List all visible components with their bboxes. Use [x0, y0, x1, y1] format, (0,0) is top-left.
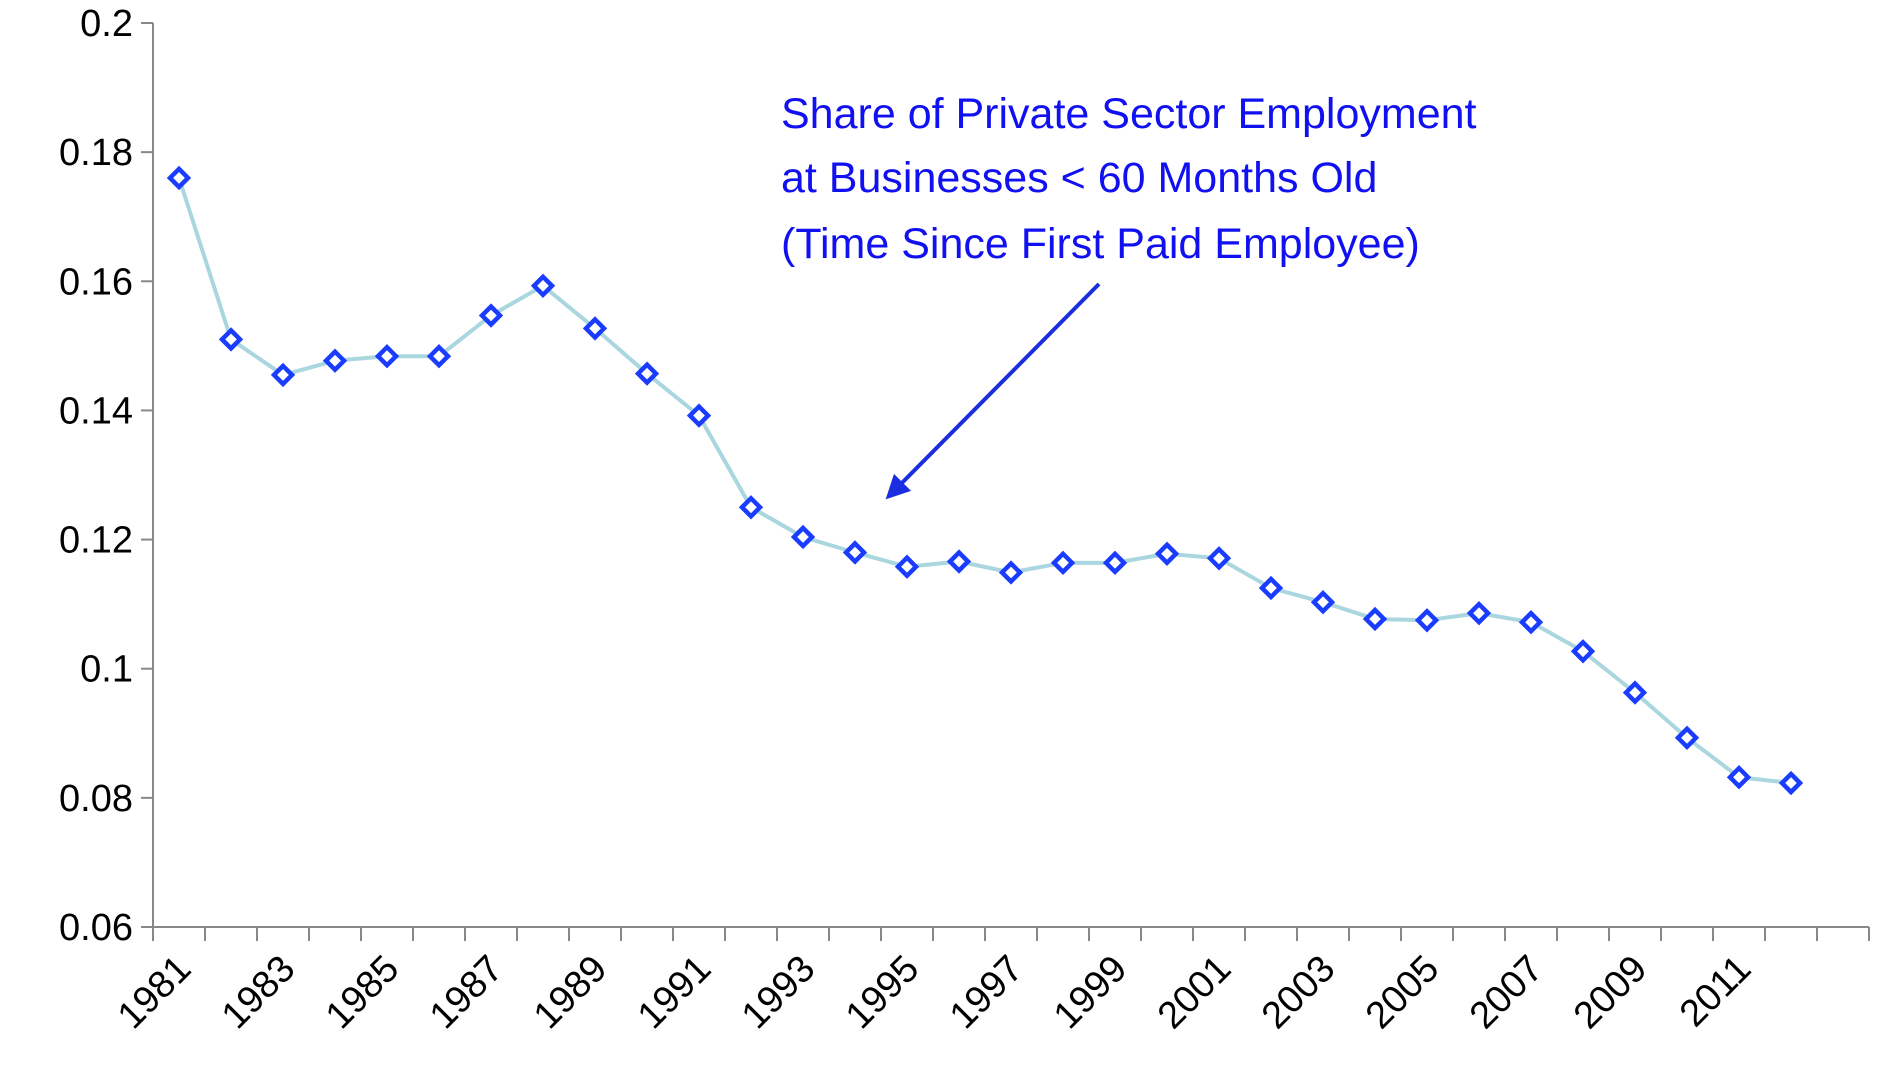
y-tick-label: 0.1 [80, 649, 133, 691]
data-point [1726, 765, 1752, 790]
data-point [1258, 575, 1284, 601]
data-point [1466, 601, 1492, 626]
data-point [582, 316, 608, 341]
annotation-line: (Time Since First Paid Employee) [781, 220, 1420, 268]
data-point [1414, 608, 1440, 633]
data-point [1154, 541, 1180, 566]
x-tick-label: 1997 [942, 948, 1031, 1037]
y-tick-label: 0.12 [59, 520, 133, 562]
data-point [1102, 550, 1128, 575]
y-tick-label: 0.14 [59, 390, 133, 432]
data-point [530, 273, 556, 298]
data-point [478, 303, 504, 328]
data-point [1050, 550, 1076, 575]
x-tick-label: 2011 [1672, 948, 1759, 1035]
x-tick-label: 2007 [1462, 948, 1551, 1037]
y-tick-label: 0.18 [59, 132, 133, 174]
data-point [1622, 680, 1648, 705]
y-tick-label: 0.08 [59, 778, 133, 820]
data-point [1778, 770, 1804, 796]
data-point [998, 560, 1024, 585]
x-tick-label: 2005 [1358, 948, 1447, 1037]
data-point [218, 327, 244, 352]
series-line [177, 177, 1792, 785]
data-point [894, 554, 920, 579]
x-tick-label: 2001 [1150, 948, 1239, 1037]
annotation-line: Share of Private Sector Employment [781, 90, 1477, 138]
data-point [270, 362, 296, 388]
data-point [738, 495, 764, 520]
x-tick-label: 1993 [734, 948, 823, 1037]
x-tick-label: 2003 [1254, 948, 1343, 1037]
y-tick-label: 0.2 [80, 3, 133, 45]
x-tick-label: 1983 [214, 948, 303, 1037]
data-point [426, 344, 452, 369]
annotation-arrow [885, 282, 1101, 500]
x-tick-label: 1989 [526, 948, 615, 1037]
data-point [166, 165, 192, 191]
data-point [790, 524, 816, 550]
y-tick-label: 0.06 [59, 907, 133, 949]
data-point [1518, 610, 1544, 635]
data-point [686, 403, 712, 428]
data-point [374, 344, 400, 369]
data-point [1570, 639, 1596, 664]
x-tick-label: 1999 [1046, 948, 1135, 1037]
annotation-line: at Businesses < 60 Months Old [781, 154, 1377, 202]
x-tick-label: 1987 [422, 948, 511, 1037]
y-tick-label: 0.16 [59, 261, 133, 303]
x-tick-label: 1991 [630, 948, 719, 1037]
data-point [1362, 606, 1388, 632]
data-point [1674, 725, 1700, 750]
data-point [842, 540, 868, 565]
x-tick-label: 1985 [318, 948, 407, 1037]
data-point [946, 549, 972, 574]
data-point [1206, 546, 1232, 571]
data-point [1310, 590, 1336, 615]
data-point [322, 348, 348, 373]
x-tick-label: 2009 [1566, 948, 1655, 1037]
x-tick-label: 1981 [110, 948, 199, 1037]
x-tick-label: 1995 [838, 948, 927, 1037]
data-point [634, 361, 660, 386]
